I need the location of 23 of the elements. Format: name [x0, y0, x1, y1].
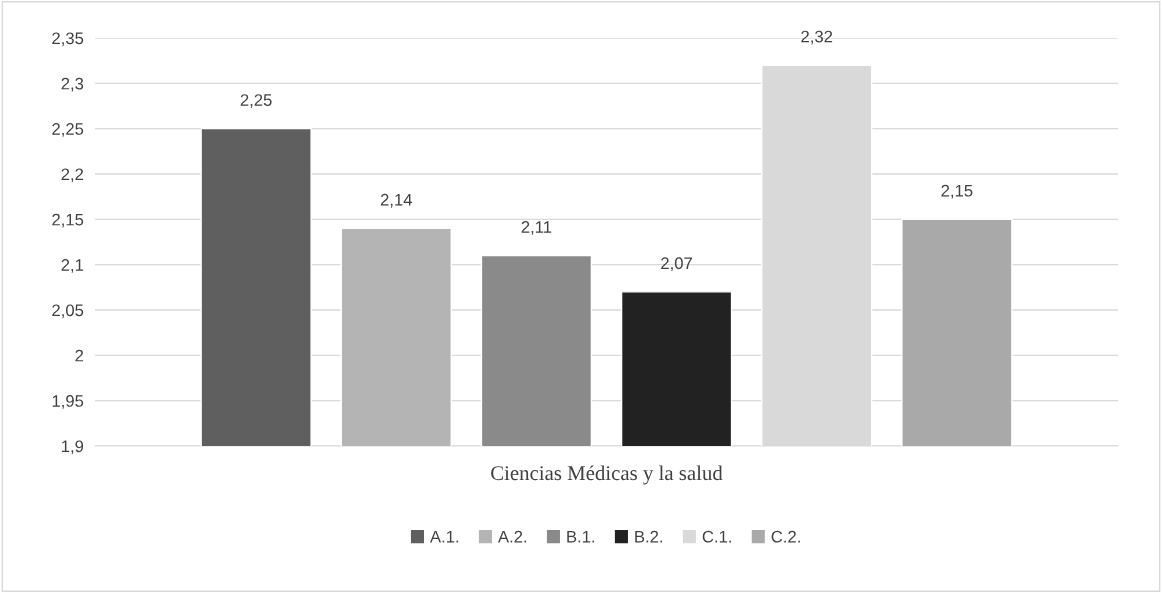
data-label: 2,25 [240, 94, 272, 108]
x-tick-label: Ciencias Médicas y la salud [491, 465, 723, 485]
data-label: 2,11 [521, 221, 552, 235]
data-label: 2,32 [801, 30, 833, 45]
legend-label: B.1. [567, 530, 595, 543]
y-tick-label: 1,95 [52, 395, 84, 409]
y-tick-label: 2,2 [61, 168, 84, 183]
y-tick-label: 1,9 [61, 440, 84, 455]
legend-label: C.2. [771, 530, 800, 543]
y-tick-label: 2,25 [52, 123, 84, 137]
data-label: 2,14 [380, 193, 413, 208]
y-tick-label: 2,35 [52, 32, 84, 47]
y-tick-label: 2,15 [52, 213, 84, 228]
data-label: 2,07 [661, 257, 692, 272]
y-tick-label: 2,3 [61, 77, 84, 92]
legend-label: A.2. [497, 530, 527, 543]
legend-label: C.1. [702, 530, 731, 543]
y-tick-label: 2,1 [61, 259, 84, 273]
y-tick-label: 2,05 [52, 304, 84, 319]
legend-label: B.2. [635, 530, 663, 543]
data-label: 2,15 [941, 184, 973, 199]
y-tick-label: 2 [75, 349, 84, 362]
legend-label: A.1. [430, 530, 459, 543]
